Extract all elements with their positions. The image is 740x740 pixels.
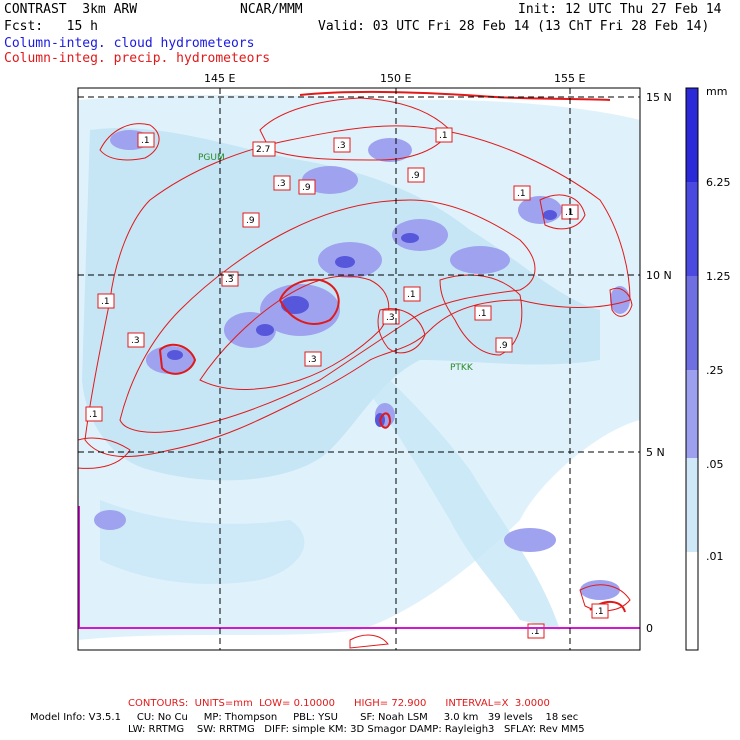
field-cloud-label: Column-integ. cloud hydrometeors bbox=[4, 36, 255, 51]
contour-label: .3 bbox=[127, 332, 145, 348]
svg-text:.3: .3 bbox=[308, 355, 317, 365]
lat-label-10n: 10 N bbox=[646, 269, 672, 282]
colorbar-tick: 6.25 bbox=[706, 176, 731, 189]
lat-label-5n: 5 N bbox=[646, 446, 665, 459]
contour-label: .1 bbox=[513, 185, 531, 201]
axis-labels: 145 E 150 E 155 E 15 N 10 N 5 N 0 bbox=[204, 72, 672, 635]
contour-label: .1 bbox=[474, 305, 492, 321]
contour-label: .1 bbox=[435, 127, 453, 143]
contour-label: .3 bbox=[333, 137, 351, 153]
map-frame bbox=[77, 87, 641, 651]
svg-text:.1: .1 bbox=[89, 410, 98, 420]
contour-label: .1 bbox=[403, 286, 421, 302]
colorbar-band bbox=[686, 370, 698, 458]
precip-contours-heavy bbox=[158, 91, 626, 613]
svg-text:.3: .3 bbox=[337, 141, 346, 151]
contour-label: .3 bbox=[304, 351, 322, 367]
colorbar-band bbox=[686, 458, 698, 552]
lon-label-150e: 150 E bbox=[380, 72, 411, 85]
colorbar-unit: mm bbox=[706, 85, 727, 98]
contour-label: .3 bbox=[221, 271, 239, 287]
field-precip-label: Column-integ. precip. hydrometeors bbox=[4, 51, 271, 66]
contour-label: .3 bbox=[382, 309, 400, 325]
colorbar-band bbox=[686, 552, 698, 650]
contour-label: .9 bbox=[298, 179, 316, 195]
lon-label-155e: 155 E bbox=[554, 72, 585, 85]
svg-text:.1: .1 bbox=[595, 607, 604, 617]
station-pgum: PGUM bbox=[198, 153, 225, 163]
svg-text:.1: .1 bbox=[565, 208, 574, 218]
colorbar-band bbox=[686, 276, 698, 370]
valid-time: Valid: 03 UTC Fri 28 Feb 14 (13 ChT Fri … bbox=[318, 19, 710, 34]
contour-label: .1 bbox=[591, 603, 609, 619]
map-field: .1 .3 2.7 .3 .9 .1 .9 .3 .1 .9 .1 .3 .1 … bbox=[78, 88, 640, 650]
contour-label: .9 bbox=[407, 167, 425, 183]
product-title: CONTRAST 3km ARW bbox=[4, 2, 138, 17]
producer-label: NCAR/MMM bbox=[240, 2, 303, 17]
contour-label: .9 bbox=[495, 337, 513, 353]
svg-text:.1: .1 bbox=[439, 131, 448, 141]
model-info-line1: Model Info: V3.5.1 CU: No Cu MP: Thompso… bbox=[30, 712, 579, 723]
svg-text:.9: .9 bbox=[302, 183, 311, 193]
svg-text:2.7: 2.7 bbox=[256, 145, 270, 155]
lat-label-15n: 15 N bbox=[646, 91, 672, 104]
colorbar-band bbox=[686, 182, 698, 276]
colorbar: mm 6.25 1.25 .25 .05 .01 bbox=[685, 85, 731, 651]
contour-label: .3 bbox=[273, 175, 291, 191]
colorbar-tick: .05 bbox=[706, 458, 724, 471]
forecast-hour: Fcst: 15 h bbox=[4, 19, 98, 34]
contour-label: .1 bbox=[97, 293, 115, 309]
svg-text:.3: .3 bbox=[277, 179, 286, 189]
lat-lon-grid bbox=[78, 88, 640, 650]
svg-text:.1: .1 bbox=[407, 290, 416, 300]
svg-text:.1: .1 bbox=[101, 297, 110, 307]
domain-boundary-line bbox=[78, 506, 640, 629]
contour-label: .1 bbox=[527, 623, 545, 639]
svg-text:.1: .1 bbox=[141, 136, 150, 146]
svg-text:.9: .9 bbox=[246, 216, 255, 226]
colorbar-tick: 1.25 bbox=[706, 270, 731, 283]
lon-label-145e: 145 E bbox=[204, 72, 235, 85]
contour-info: CONTOURS: UNITS=mm LOW= 0.10000 HIGH= 72… bbox=[128, 698, 550, 709]
svg-text:.3: .3 bbox=[225, 275, 234, 285]
svg-text:.3: .3 bbox=[386, 313, 395, 323]
colorbar-band bbox=[686, 88, 698, 182]
svg-text:.1: .1 bbox=[517, 189, 526, 199]
cloud-shading-medium bbox=[82, 127, 600, 630]
colorbar-frame bbox=[685, 87, 699, 651]
contour-label: .9 bbox=[242, 212, 260, 228]
model-info-line2: LW: RRTMG SW: RRTMG DIFF: simple KM: 3D … bbox=[128, 724, 585, 735]
svg-text:.1: .1 bbox=[531, 627, 540, 637]
precip-contours bbox=[78, 97, 633, 649]
contour-labels: .1 .3 2.7 .3 .9 .1 .9 .3 .1 .9 .1 .3 .1 … bbox=[85, 127, 609, 639]
contour-label: 2.7 bbox=[252, 141, 276, 157]
svg-text:.9: .9 bbox=[411, 171, 420, 181]
colorbar-tick: .25 bbox=[706, 364, 724, 377]
svg-text:.1: .1 bbox=[478, 309, 487, 319]
init-time: Init: 12 UTC Thu 27 Feb 14 bbox=[518, 2, 722, 17]
svg-text:.3: .3 bbox=[131, 336, 140, 346]
contour-label: .1 bbox=[85, 406, 103, 422]
contour-label: .1 bbox=[137, 132, 155, 148]
svg-text:.9: .9 bbox=[499, 341, 508, 351]
lat-label-0: 0 bbox=[646, 622, 653, 635]
colorbar-tick: .01 bbox=[706, 550, 724, 563]
station-ptkk: PTKK bbox=[450, 363, 474, 373]
